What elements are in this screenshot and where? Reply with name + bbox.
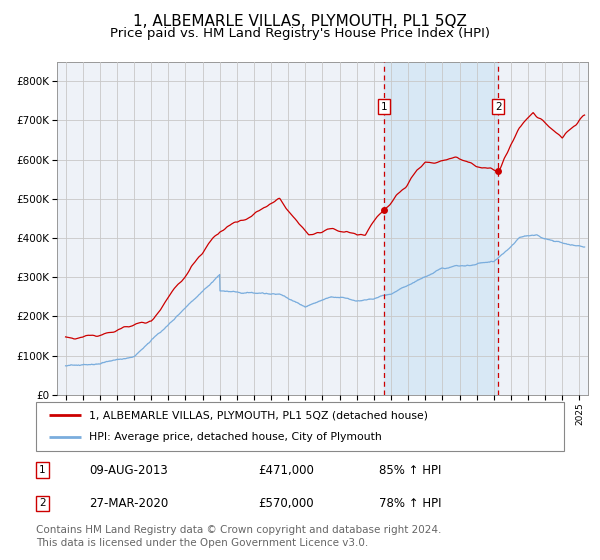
Text: 1: 1 [39,465,46,475]
Text: 85% ↑ HPI: 85% ↑ HPI [379,464,442,477]
Text: HPI: Average price, detached house, City of Plymouth: HPI: Average price, detached house, City… [89,432,382,442]
Text: 09-AUG-2013: 09-AUG-2013 [89,464,167,477]
Text: 78% ↑ HPI: 78% ↑ HPI [379,497,442,510]
Text: 27-MAR-2020: 27-MAR-2020 [89,497,168,510]
Text: Contains HM Land Registry data © Crown copyright and database right 2024.
This d: Contains HM Land Registry data © Crown c… [36,525,442,548]
Text: £570,000: £570,000 [258,497,313,510]
Text: 2: 2 [495,101,502,111]
Text: £471,000: £471,000 [258,464,314,477]
Bar [384,62,498,395]
Text: Price paid vs. HM Land Registry's House Price Index (HPI): Price paid vs. HM Land Registry's House … [110,27,490,40]
Text: 2: 2 [39,498,46,508]
Text: 1, ALBEMARLE VILLAS, PLYMOUTH, PL1 5QZ: 1, ALBEMARLE VILLAS, PLYMOUTH, PL1 5QZ [133,14,467,29]
Text: 1: 1 [381,101,388,111]
Text: 1, ALBEMARLE VILLAS, PLYMOUTH, PL1 5QZ (detached house): 1, ALBEMARLE VILLAS, PLYMOUTH, PL1 5QZ (… [89,410,428,421]
